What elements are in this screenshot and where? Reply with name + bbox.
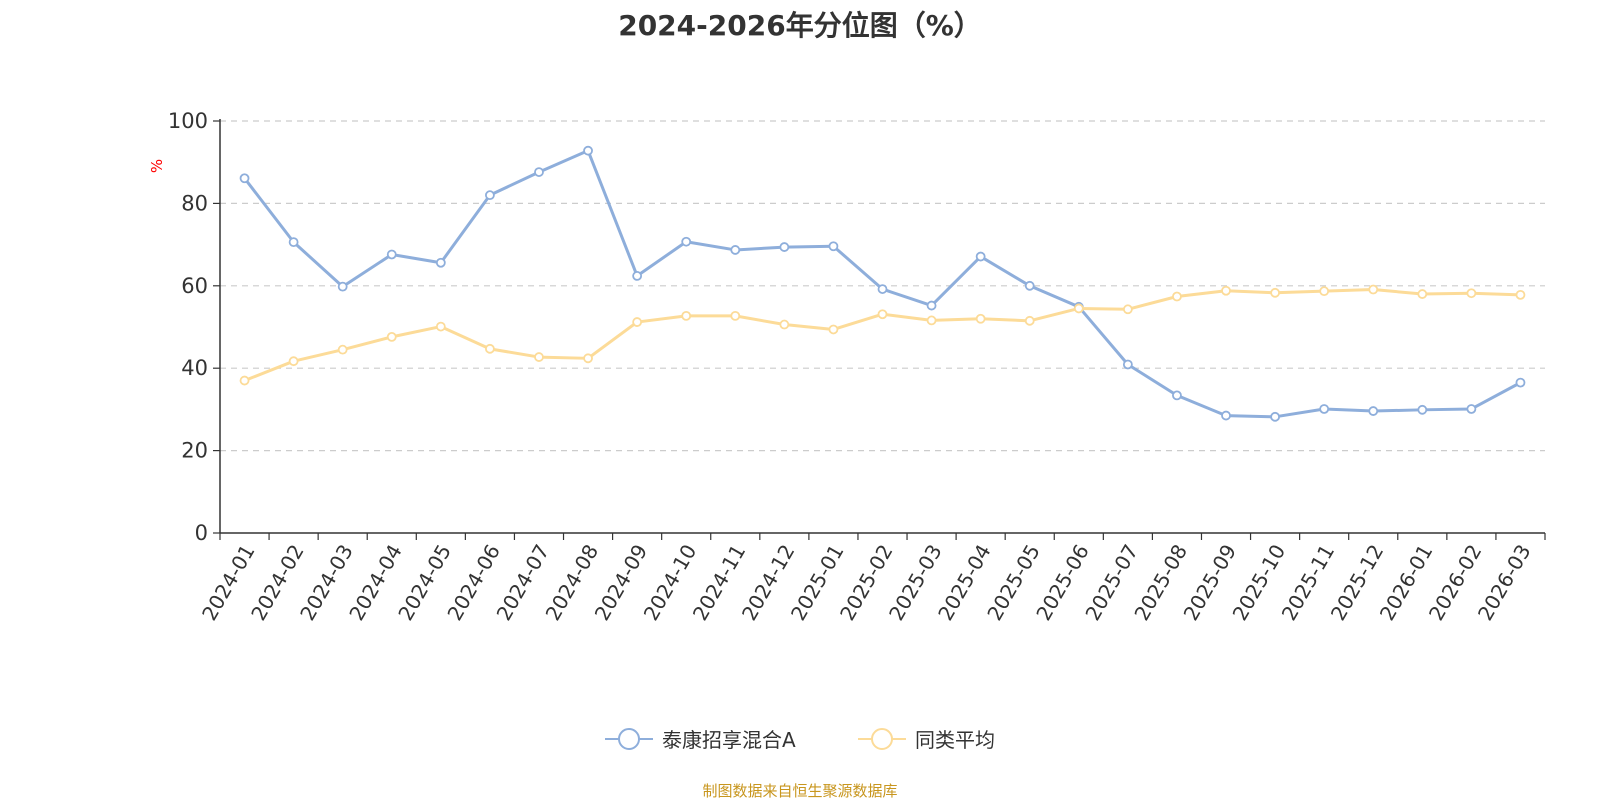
data-point[interactable]: [435, 321, 446, 332]
data-point[interactable]: [828, 324, 839, 335]
data-point[interactable]: [926, 300, 937, 311]
series-1: [239, 284, 1526, 386]
data-point[interactable]: [877, 309, 888, 320]
data-point[interactable]: [1368, 406, 1379, 416]
y-tick-label: 0: [195, 521, 208, 545]
data-point[interactable]: [1122, 304, 1133, 315]
y-tick-label: 60: [181, 274, 208, 298]
legend-label: 同类平均: [915, 728, 995, 752]
legend-marker-icon: [618, 728, 640, 750]
series-line: [243, 149, 1522, 419]
data-point[interactable]: [1221, 410, 1231, 421]
data-point[interactable]: [534, 167, 544, 177]
data-point[interactable]: [730, 245, 741, 255]
y-tick-label: 100: [168, 109, 208, 133]
data-point[interactable]: [534, 352, 544, 362]
data-point[interactable]: [583, 145, 593, 156]
chart-title: 2024-2026年分位图（%）: [618, 9, 982, 42]
legend[interactable]: 泰康招享混合A 同类平均: [605, 728, 995, 752]
data-point[interactable]: [288, 356, 299, 367]
data-source-note: 制图数据来自恒生聚源数据库: [702, 782, 898, 800]
data-point[interactable]: [337, 281, 348, 292]
data-point[interactable]: [975, 313, 986, 324]
data-point[interactable]: [975, 251, 986, 262]
data-point[interactable]: [1024, 315, 1035, 326]
y-tick-label: 20: [181, 439, 208, 463]
data-point[interactable]: [926, 315, 937, 326]
data-point[interactable]: [1221, 285, 1231, 296]
y-axis-unit-label: %: [148, 159, 166, 173]
data-point[interactable]: [632, 317, 643, 327]
data-point[interactable]: [337, 344, 348, 355]
data-point[interactable]: [1466, 404, 1477, 414]
axes: 0204060801002024-012024-022024-032024-04…: [168, 109, 1546, 625]
data-point[interactable]: [730, 310, 741, 321]
data-point[interactable]: [779, 242, 790, 252]
data-point[interactable]: [779, 319, 790, 330]
data-point[interactable]: [386, 331, 397, 342]
series-layer: [239, 145, 1526, 422]
legend-marker-icon: [871, 728, 893, 750]
data-point[interactable]: [583, 353, 593, 364]
data-point[interactable]: [1073, 303, 1084, 314]
series-line: [243, 288, 1521, 382]
data-point[interactable]: [1515, 377, 1526, 388]
data-point[interactable]: [681, 310, 692, 321]
data-point[interactable]: [239, 375, 250, 386]
data-point[interactable]: [485, 343, 495, 354]
data-point[interactable]: [485, 190, 495, 201]
data-point[interactable]: [239, 173, 250, 184]
data-point[interactable]: [1172, 390, 1182, 401]
data-point[interactable]: [828, 241, 839, 252]
data-point[interactable]: [1024, 280, 1035, 291]
data-point[interactable]: [1319, 286, 1330, 297]
legend-item[interactable]: 泰康招享混合A: [605, 728, 796, 752]
data-point[interactable]: [1466, 288, 1477, 299]
legend-label: 泰康招享混合A: [662, 728, 796, 752]
data-point[interactable]: [1417, 289, 1428, 299]
data-point[interactable]: [681, 236, 692, 247]
data-point[interactable]: [386, 249, 397, 260]
data-point[interactable]: [288, 237, 299, 248]
data-point[interactable]: [1515, 289, 1526, 300]
data-point[interactable]: [632, 271, 643, 281]
data-point[interactable]: [1417, 404, 1428, 415]
data-point[interactable]: [1172, 291, 1182, 302]
data-point[interactable]: [1270, 411, 1280, 422]
data-point[interactable]: [1122, 359, 1133, 370]
y-tick-label: 40: [181, 356, 208, 380]
data-point[interactable]: [1368, 284, 1379, 295]
y-tick-label: 80: [181, 191, 208, 215]
legend-item[interactable]: 同类平均: [858, 728, 995, 752]
series-0: [239, 145, 1526, 422]
data-point[interactable]: [435, 257, 446, 268]
data-point[interactable]: [877, 284, 888, 294]
data-point[interactable]: [1319, 404, 1330, 414]
data-point[interactable]: [1270, 287, 1280, 298]
